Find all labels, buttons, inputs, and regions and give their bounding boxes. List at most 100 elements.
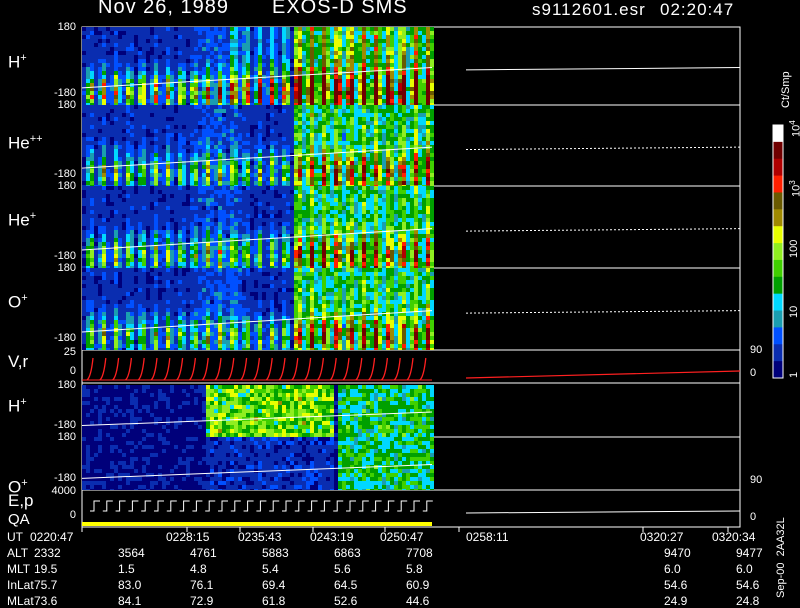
ephemeris-value: 84.1 bbox=[118, 594, 141, 608]
ephemeris-value: 9470 bbox=[664, 546, 691, 560]
ephemeris-label: MLT bbox=[7, 562, 30, 576]
y-tick-min: -180 bbox=[36, 419, 76, 431]
footer-code: 2AA32L bbox=[775, 517, 787, 556]
colorbar-unit: Ct/Smp bbox=[780, 71, 792, 108]
velocity-trace-right bbox=[466, 371, 740, 378]
ephemeris-value: 73.6 bbox=[34, 594, 57, 608]
colorbar-tick-label: 10 bbox=[788, 306, 800, 318]
colorbar-tick-label: 1 bbox=[788, 372, 800, 378]
ephemeris-value: 0320:27 bbox=[640, 530, 683, 544]
y-tick-min: -180 bbox=[36, 87, 76, 99]
ephemeris-value: 5.4 bbox=[262, 562, 279, 576]
colorbar-swatch bbox=[773, 260, 783, 277]
colorbar-swatch bbox=[773, 159, 783, 176]
y-tick-max: 180 bbox=[36, 21, 76, 33]
pitch-trace-right bbox=[466, 311, 740, 313]
ephemeris-value: 72.9 bbox=[190, 594, 213, 608]
pitch-trace-right bbox=[466, 229, 740, 231]
y-tick-max: 180 bbox=[36, 180, 76, 192]
panel-label: V,r bbox=[8, 352, 28, 372]
panel-label: H+ bbox=[8, 52, 27, 73]
y-tick-min: -180 bbox=[36, 168, 76, 180]
ephemeris-value: 54.6 bbox=[664, 578, 687, 592]
colorbar-tick-label: 104 bbox=[788, 120, 800, 137]
ephemeris-value: 6.0 bbox=[664, 562, 681, 576]
ephemeris-value: 83.0 bbox=[118, 578, 141, 592]
ephemeris-label: UT bbox=[7, 530, 23, 544]
colorbar-swatch bbox=[773, 277, 783, 294]
ephemeris-value: 75.7 bbox=[34, 578, 57, 592]
footer-id: Sep-00 2AA32L bbox=[775, 517, 787, 598]
y-tick-max: 180 bbox=[36, 379, 76, 391]
right-tick-min: 0 bbox=[750, 511, 756, 523]
colorbar-swatch bbox=[773, 311, 783, 328]
right-tick-min: 90 bbox=[750, 474, 762, 486]
y-tick-min: -180 bbox=[36, 472, 76, 484]
ephemeris-value: 76.1 bbox=[190, 578, 213, 592]
ephemeris-value: 60.9 bbox=[406, 578, 429, 592]
y-tick-min: 0 bbox=[36, 365, 76, 377]
ephemeris-value: 9477 bbox=[736, 546, 763, 560]
colorbar-tick-label: 100 bbox=[788, 239, 800, 257]
colorbar-swatch bbox=[773, 209, 783, 226]
ephemeris-value: 52.6 bbox=[334, 594, 357, 608]
ephemeris-value: 61.8 bbox=[262, 594, 285, 608]
ephemeris-value: 0243:19 bbox=[310, 530, 353, 544]
panel-label: He+ bbox=[8, 210, 36, 231]
right-tick-max: 90 bbox=[750, 344, 762, 356]
y-tick-max: 4000 bbox=[36, 485, 76, 497]
panel-label: H+ bbox=[8, 396, 27, 417]
ephemeris-value: 24.8 bbox=[736, 594, 759, 608]
ephemeris-value: 5.8 bbox=[406, 562, 423, 576]
colorbar-swatch bbox=[773, 294, 783, 311]
colorbar-swatch bbox=[773, 125, 783, 142]
heatmap-cells bbox=[82, 268, 434, 350]
pitch-trace-right bbox=[466, 147, 740, 149]
ephemeris-value: 6.0 bbox=[736, 562, 753, 576]
ephemeris-label: ALT bbox=[7, 546, 28, 560]
ephemeris-value: 19.5 bbox=[34, 562, 57, 576]
ephemeris-value: 0258:11 bbox=[466, 530, 509, 544]
ephemeris-value: 0220:47 bbox=[30, 530, 73, 544]
ephemeris-value: 0235:43 bbox=[238, 530, 281, 544]
energy-trace-right bbox=[466, 511, 740, 513]
velocity-trace bbox=[87, 358, 426, 380]
ephemeris-value: 44.6 bbox=[406, 594, 429, 608]
colorbar-swatch bbox=[773, 243, 783, 260]
pitch-trace-right bbox=[466, 68, 740, 70]
colorbar-swatch bbox=[773, 361, 783, 378]
colorbar-swatch bbox=[773, 192, 783, 209]
heatmap-cells bbox=[82, 385, 434, 437]
colorbar-swatch bbox=[773, 344, 783, 361]
ephemeris-value: 0250:47 bbox=[380, 530, 423, 544]
panel-label: He++ bbox=[8, 133, 43, 154]
panel-label: O+ bbox=[8, 292, 28, 313]
ephemeris-value: 5.6 bbox=[334, 562, 351, 576]
ephemeris-value: 0228:15 bbox=[166, 530, 209, 544]
colorbar-swatch bbox=[773, 226, 783, 243]
ephemeris-value: 4.8 bbox=[190, 562, 207, 576]
y-tick-max: 180 bbox=[36, 99, 76, 111]
ephemeris-value: 2332 bbox=[34, 546, 61, 560]
ephemeris-value: 64.5 bbox=[334, 578, 357, 592]
y-tick-min: -180 bbox=[36, 332, 76, 344]
y-tick-max: 180 bbox=[36, 431, 76, 443]
colorbar-swatch bbox=[773, 327, 783, 344]
right-tick-min: 0 bbox=[750, 367, 756, 379]
colorbar-swatch bbox=[773, 176, 783, 193]
ephemeris-value: 24.9 bbox=[664, 594, 687, 608]
ephemeris-value: 4761 bbox=[190, 546, 217, 560]
ephemeris-value: 0320:34 bbox=[712, 530, 755, 544]
y-tick-max: 180 bbox=[36, 262, 76, 274]
y-tick-max: 25 bbox=[36, 346, 76, 358]
footer-version: Sep-00 bbox=[775, 563, 787, 598]
ephemeris-label: MLat bbox=[7, 594, 34, 608]
ephemeris-value: 3564 bbox=[118, 546, 145, 560]
heatmap-cells bbox=[82, 105, 434, 186]
ephemeris-value: 1.5 bbox=[118, 562, 135, 576]
heatmap-cells bbox=[82, 27, 434, 105]
colorbar-tick-label: 103 bbox=[788, 181, 800, 198]
y-tick-min: -180 bbox=[36, 250, 76, 262]
